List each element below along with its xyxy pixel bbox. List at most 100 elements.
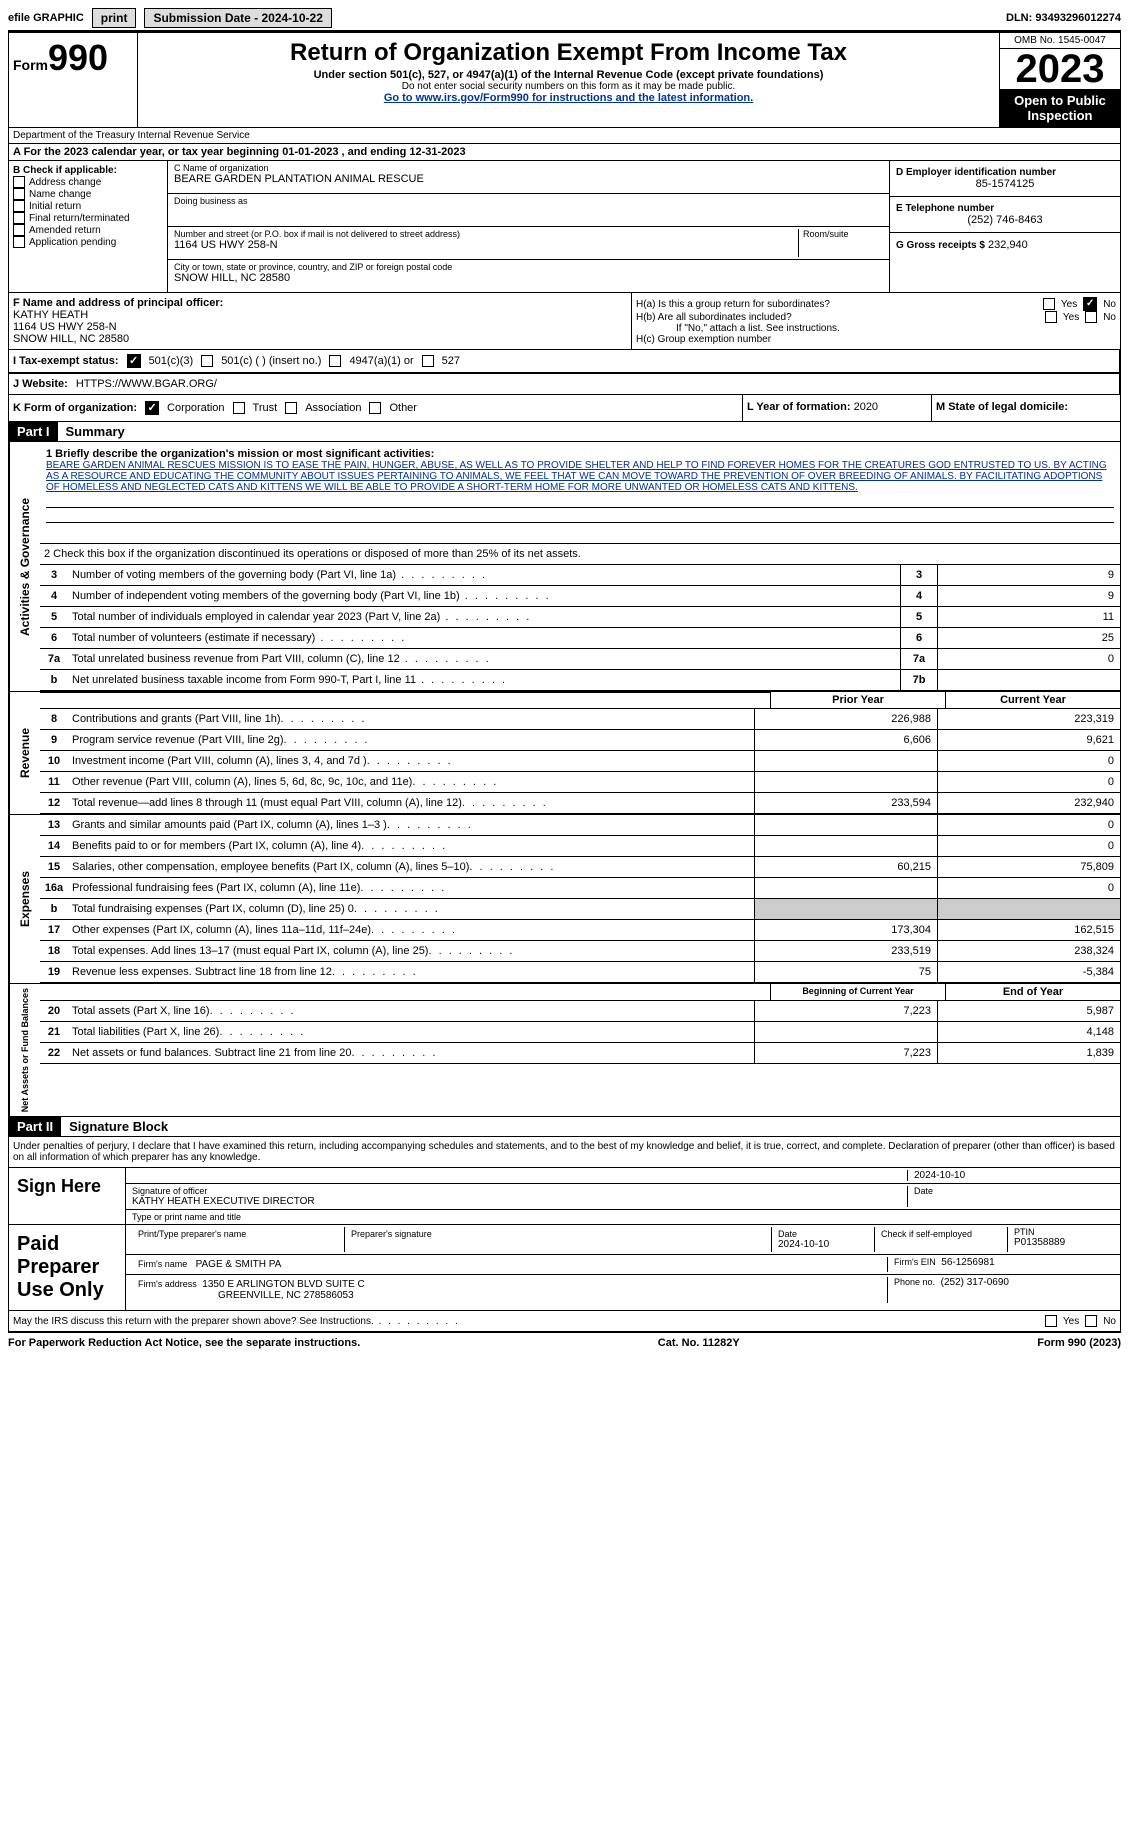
- tax-exempt-status: I Tax-exempt status: ✓501(c)(3) 501(c) (…: [9, 350, 1120, 373]
- k-label: K Form of organization:: [13, 402, 137, 414]
- name-change-checkbox[interactable]: [13, 188, 25, 200]
- header-right: OMB No. 1545-0047 2023 Open to Public In…: [999, 33, 1120, 127]
- row-k: K Form of organization: ✓Corporation Tru…: [8, 395, 1121, 422]
- revenue-row: 11Other revenue (Part VIII, column (A), …: [40, 772, 1120, 793]
- row-a-tax-year: A For the 2023 calendar year, or tax yea…: [8, 144, 1121, 161]
- ha-label: H(a) Is this a group return for subordin…: [636, 299, 830, 310]
- assoc-checkbox[interactable]: [285, 402, 297, 414]
- j-label: J Website:: [13, 378, 68, 390]
- part2-title: Signature Block: [61, 1117, 176, 1136]
- sig-date1: 2024-10-10: [908, 1170, 1114, 1181]
- room-label: Room/suite: [803, 229, 883, 239]
- prior-year-header: Prior Year: [770, 692, 945, 708]
- address-change-checkbox[interactable]: [13, 176, 25, 188]
- org-name: BEARE GARDEN PLANTATION ANIMAL RESCUE: [174, 173, 883, 185]
- side-activities: Activities & Governance: [9, 442, 40, 691]
- paid-preparer-label: Paid Preparer Use Only: [9, 1225, 126, 1310]
- website-row: J Website: HTTPS://WWW.BGAR.ORG/: [9, 374, 1120, 394]
- part1-title: Summary: [58, 422, 133, 441]
- mission-text: BEARE GARDEN ANIMAL RESCUES MISSION IS T…: [46, 460, 1114, 493]
- initial-return-checkbox[interactable]: [13, 200, 25, 212]
- end-year-header: End of Year: [945, 984, 1120, 1000]
- expense-row: 13Grants and similar amounts paid (Part …: [40, 815, 1120, 836]
- form-title: Return of Organization Exempt From Incom…: [142, 39, 995, 67]
- firm-ein: 56-1256981: [941, 1257, 994, 1268]
- expenses-section: Expenses 13Grants and similar amounts pa…: [8, 815, 1121, 984]
- expense-row: 18Total expenses. Add lines 13–17 (must …: [40, 941, 1120, 962]
- trust-checkbox[interactable]: [233, 402, 245, 414]
- perjury-text: Under penalties of perjury, I declare th…: [9, 1137, 1120, 1168]
- ha-yes-checkbox[interactable]: [1043, 298, 1055, 310]
- efile-label: efile GRAPHIC: [8, 12, 84, 24]
- gov-row: bNet unrelated business taxable income f…: [40, 670, 1120, 691]
- org-city: SNOW HILL, NC 28580: [174, 272, 883, 284]
- side-netassets: Net Assets or Fund Balances: [9, 984, 40, 1116]
- officer-sig-name: KATHY HEATH EXECUTIVE DIRECTOR: [132, 1196, 907, 1207]
- form-label: Form: [13, 57, 48, 73]
- l-label: L Year of formation:: [747, 401, 851, 413]
- 527-checkbox[interactable]: [422, 355, 434, 367]
- dba-label: Doing business as: [174, 196, 883, 206]
- ein-value: 85-1574125: [896, 178, 1114, 190]
- may-discuss: May the IRS discuss this return with the…: [13, 1316, 1045, 1327]
- discuss-yes-checkbox[interactable]: [1045, 1315, 1057, 1327]
- f-label: F Name and address of principal officer:: [13, 297, 627, 309]
- irs-link[interactable]: www.irs.gov/Form990: [416, 92, 529, 104]
- year-formation: 2020: [854, 401, 878, 413]
- check-applicable: B Check if applicable: Address change Na…: [9, 161, 168, 292]
- submission-date: Submission Date - 2024-10-22: [144, 8, 331, 28]
- app-pending-checkbox[interactable]: [13, 236, 25, 248]
- phone-label: Phone no.: [894, 1277, 935, 1287]
- org-info: C Name of organization BEARE GARDEN PLAN…: [168, 161, 889, 292]
- firm-addr1: 1350 E ARLINGTON BLVD SUITE C: [202, 1279, 364, 1290]
- firm-addr-label: Firm's address: [138, 1279, 197, 1289]
- form-subtitle: Under section 501(c), 527, or 4947(a)(1)…: [142, 69, 995, 81]
- dept-treasury: Department of the Treasury Internal Reve…: [8, 128, 1121, 144]
- revenue-section: Revenue Prior Year Current Year 8Contrib…: [8, 692, 1121, 815]
- revenue-header: Prior Year Current Year: [40, 692, 1120, 709]
- form-header: Form990 Return of Organization Exempt Fr…: [8, 32, 1121, 128]
- goto-line: Go to www.irs.gov/Form990 for instructio…: [142, 92, 995, 104]
- hb-yes-checkbox[interactable]: [1045, 311, 1057, 323]
- ha-no-checkbox[interactable]: ✓: [1083, 297, 1097, 311]
- revenue-row: 10Investment income (Part VIII, column (…: [40, 751, 1120, 772]
- other-checkbox[interactable]: [369, 402, 381, 414]
- netasset-row: 21Total liabilities (Part X, line 26)4,1…: [40, 1022, 1120, 1043]
- print-button[interactable]: print: [92, 8, 137, 28]
- gov-row: 3Number of voting members of the governi…: [40, 565, 1120, 586]
- revenue-row: 9Program service revenue (Part VIII, lin…: [40, 730, 1120, 751]
- addr-label: Number and street (or P.O. box if mail i…: [174, 229, 798, 239]
- side-revenue: Revenue: [9, 692, 40, 814]
- firm-name-label: Firm's name: [138, 1259, 187, 1269]
- netassets-header: Beginning of Current Year End of Year: [40, 984, 1120, 1001]
- 4947-checkbox[interactable]: [329, 355, 341, 367]
- top-bar: efile GRAPHIC print Submission Date - 20…: [8, 8, 1121, 32]
- form-990: 990: [48, 37, 108, 78]
- row-i-j: I Tax-exempt status: ✓501(c)(3) 501(c) (…: [8, 350, 1121, 374]
- hc-label: H(c) Group exemption number: [636, 334, 1116, 345]
- revenue-row: 8Contributions and grants (Part VIII, li…: [40, 709, 1120, 730]
- line1-label: 1 Briefly describe the organization's mi…: [46, 448, 1114, 460]
- gov-row: 5Total number of individuals employed in…: [40, 607, 1120, 628]
- final-return-checkbox[interactable]: [13, 212, 25, 224]
- ssn-note: Do not enter social security numbers on …: [142, 81, 995, 92]
- mission-section: 1 Briefly describe the organization's mi…: [40, 442, 1120, 544]
- line2: 2 Check this box if the organization dis…: [40, 544, 1120, 565]
- phone-value: (252) 746-8463: [896, 214, 1114, 226]
- dln-label: DLN: 93493296012274: [1006, 12, 1121, 24]
- page-footer: For Paperwork Reduction Act Notice, see …: [8, 1333, 1121, 1353]
- discuss-no-checkbox[interactable]: [1085, 1315, 1097, 1327]
- gov-row: 6Total number of volunteers (estimate if…: [40, 628, 1120, 649]
- corp-checkbox[interactable]: ✓: [145, 401, 159, 415]
- header-center: Return of Organization Exempt From Incom…: [138, 33, 999, 127]
- begin-year-header: Beginning of Current Year: [770, 984, 945, 1000]
- hb-no-checkbox[interactable]: [1085, 311, 1097, 323]
- 501c3-checkbox[interactable]: ✓: [127, 354, 141, 368]
- 501c-checkbox[interactable]: [201, 355, 213, 367]
- side-expenses: Expenses: [9, 815, 40, 983]
- amended-return-checkbox[interactable]: [13, 224, 25, 236]
- expense-row: 14Benefits paid to or for members (Part …: [40, 836, 1120, 857]
- g-receipts-label: G Gross receipts $: [896, 240, 985, 251]
- d-ein-label: D Employer identification number: [896, 167, 1114, 178]
- prep-phone: (252) 317-0690: [941, 1277, 1009, 1288]
